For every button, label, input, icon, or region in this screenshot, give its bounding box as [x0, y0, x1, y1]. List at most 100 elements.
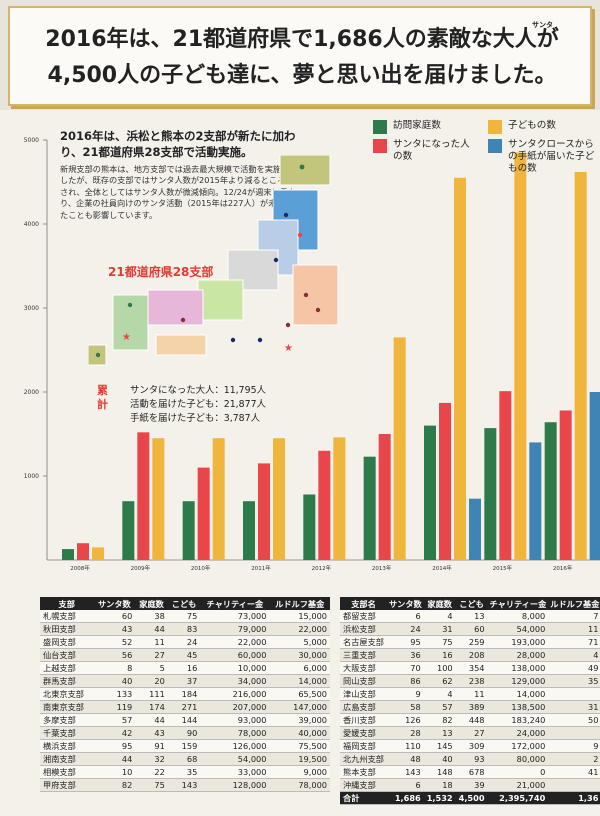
table-cell: 福岡支部 [340, 739, 387, 753]
x-tick-label: 2010年 [191, 564, 211, 572]
table-cell: 45 [167, 648, 201, 662]
table-cell: 13 [423, 726, 456, 740]
table-cell: 8,000 [487, 610, 549, 623]
table-row: 名古屋支部 95 75 259 193,000 71 [340, 635, 600, 649]
table-cell: 147,000 [269, 700, 330, 714]
table-cell: 4,500 [455, 791, 488, 805]
table-cell [548, 726, 600, 740]
table-cell: 都留支部 [340, 610, 387, 623]
table-cell: 80,000 [487, 752, 549, 766]
table-cell: 三重支部 [340, 648, 387, 662]
table-header-cell: 支部 [40, 597, 94, 610]
table-row: 仙台支部 56 27 45 60,000 30,000 [40, 648, 330, 662]
map-marker [127, 302, 133, 308]
table-row: 三重支部 36 16 208 28,000 4 [340, 648, 600, 662]
table-cell: 143 [167, 778, 201, 792]
map-marker [257, 337, 263, 343]
bar [212, 438, 225, 560]
totals-line: 活動を届けた子ども：21,877人 [130, 399, 266, 410]
table-header-cell: チャリティー金 [487, 597, 549, 610]
table-cell: 60 [93, 610, 136, 623]
map-marker [285, 322, 291, 328]
table-cell: 11 [548, 622, 600, 636]
bar [484, 428, 497, 560]
table-cell [548, 687, 600, 701]
bar [137, 432, 150, 560]
x-tick-label: 2008年 [70, 564, 90, 572]
table-row: 甲府支部 82 75 143 128,000 78,000 [40, 778, 330, 792]
table-cell: 北東京支部 [40, 687, 94, 701]
table-cell: 千葉支部 [40, 726, 94, 740]
table-row: 浜松支部 24 31 60 54,000 11 [340, 622, 600, 636]
table-cell: 75 [423, 635, 456, 649]
x-tick-label: 2014年 [432, 564, 452, 572]
table-cell: 30,000 [269, 648, 330, 662]
table-cell: 1,36 [548, 791, 600, 805]
table-cell: 上越支部 [40, 661, 94, 675]
map-shikoku [155, 334, 207, 356]
table-cell: 86 [386, 674, 424, 688]
table-cell: 52 [93, 635, 136, 649]
bar [439, 402, 451, 560]
table-cell: 133 [93, 687, 136, 701]
table-cell: 秋田支部 [40, 622, 94, 636]
table-cell: 24,000 [487, 726, 549, 740]
table-cell: 31 [423, 622, 456, 636]
table-cell: 37 [167, 674, 201, 688]
bar [333, 437, 346, 560]
table-cell: 238 [455, 674, 488, 688]
bar [559, 410, 572, 560]
bar [363, 456, 376, 560]
table-cell: 65,500 [269, 687, 330, 701]
table-cell: 28 [386, 726, 424, 740]
table-cell: 119 [93, 700, 136, 714]
table-cell: 11 [455, 687, 488, 701]
table-row: 愛媛支部 28 13 27 24,000 [340, 726, 600, 740]
table-cell: 6 [386, 610, 424, 623]
table-cell: 49 [548, 661, 600, 675]
table-row: 相模支部 10 22 35 33,000 9,000 [40, 765, 330, 779]
table-cell: 南東京支部 [40, 700, 94, 714]
table-cell: 1,532 [423, 791, 456, 805]
japan-map: ★ ★ [88, 155, 339, 366]
table-cell: 36 [386, 648, 424, 662]
y-tick-label: 1000 [24, 473, 39, 480]
table-cell: 90 [167, 726, 201, 740]
table-cell: 群馬支部 [40, 674, 94, 688]
table-cell: 73,000 [200, 610, 270, 623]
table-cell: 13 [455, 610, 488, 623]
y-tick-label: 5000 [24, 137, 39, 144]
bar [424, 425, 436, 560]
bar [499, 391, 512, 560]
table-cell: 43 [93, 622, 136, 636]
bar [258, 463, 270, 560]
table-header-row: 支部 サンタ数 家庭数 こども チャリティー金 ルドルフ基金 [40, 597, 330, 610]
table-header-cell: 家庭数 [135, 597, 168, 610]
table-row: 熊本支部 143 148 678 0 41 [340, 765, 600, 779]
table-cell: 6,000 [269, 661, 330, 675]
table-cell: 82 [93, 778, 136, 792]
table-header-cell: こども [455, 597, 488, 610]
map-marker [180, 317, 186, 323]
table-header-cell: こども [167, 597, 201, 610]
x-tick-label: 2009年 [131, 564, 151, 572]
table-cell: 54,000 [487, 622, 549, 636]
table-cell: 75 [167, 610, 201, 623]
table-row: 盛岡支部 52 11 24 22,000 5,000 [40, 635, 330, 649]
chart-legend: 訪問家庭数 サンタになった人の数 子どもの数 サンタクロースからの手紙が届いた子… [373, 116, 600, 178]
table-cell: 193,000 [487, 635, 549, 649]
table-row: 横浜支部 95 91 159 126,000 75,500 [40, 739, 330, 753]
map-marker [283, 212, 289, 218]
table-cell: 27 [455, 726, 488, 740]
table-cell: 湘南支部 [40, 752, 94, 766]
legend-label: 子どもの数 [508, 120, 556, 131]
table-cell: 大阪支部 [340, 661, 387, 675]
table-header-cell: サンタ数 [93, 597, 136, 610]
totals-lines: サンタになった大人：11,795人 活動を届けた子ども：21,877人 手紙を届… [130, 384, 330, 426]
table-cell: 148 [423, 765, 456, 779]
table-cell: 271 [167, 700, 201, 714]
intro-body: 新規支部の熊本は、地方支部では過去最大規模で活動を実施できましたが、既存の支部で… [60, 164, 310, 220]
table-cell: 57 [423, 700, 456, 714]
bar [514, 152, 527, 560]
legend-item: サンタになった人の数 [373, 139, 473, 163]
